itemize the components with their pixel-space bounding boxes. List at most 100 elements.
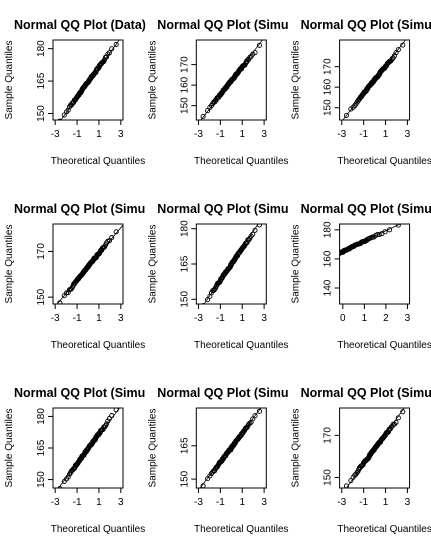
data-point [306, 265, 310, 269]
x-axis-label: Theoretical Quantiles [337, 524, 431, 535]
data-point [109, 235, 115, 241]
data-point [200, 483, 206, 488]
data-point [393, 419, 399, 425]
data-point [252, 50, 258, 56]
x-tick-label: -3 [51, 129, 60, 140]
y-tick-label: 140 [323, 279, 334, 296]
y-axis-label: Sample Quantiles [147, 41, 158, 120]
y-tick-label: 170 [179, 56, 190, 73]
qq-panel-7: Normal QQ Plot (Simulated) -3 -1 1 3 150 165 18… [4, 386, 179, 535]
y-tick-label: 180 [36, 408, 47, 425]
data-point [387, 227, 393, 233]
y-tick-label: 150 [323, 469, 334, 486]
data-point [348, 478, 354, 484]
data-point [113, 229, 119, 235]
data-point [315, 262, 319, 266]
qq-panel-3: Normal QQ Plot (Simulated) -3 -1 1 3 150 160 17… [291, 18, 431, 167]
data-point [252, 227, 258, 233]
qq-panel-4: Normal QQ Plot (Simulated) -3 -1 1 3 150 170 Th… [4, 202, 146, 351]
x-tick-label: -1 [216, 313, 225, 324]
x-tick-label: 1 [239, 497, 245, 508]
x-tick-label: 3 [405, 497, 411, 508]
qq-panel-8: Normal QQ Plot (Simulated) -3 -1 1 3 150 165 Th… [147, 386, 322, 535]
y-axis-label: Sample Quantiles [4, 41, 15, 120]
data-point [201, 303, 206, 304]
data-point [57, 486, 63, 488]
data-point [376, 231, 382, 237]
data-point [317, 261, 321, 265]
data-point [57, 300, 63, 304]
x-tick-label: 1 [362, 313, 368, 324]
data-point [302, 269, 306, 273]
data-point [395, 224, 401, 228]
x-tick-label: -1 [216, 497, 225, 508]
y-axis-label: Sample Quantiles [4, 225, 15, 304]
data-point [205, 297, 211, 303]
plot-frame [195, 407, 267, 489]
x-tick-label: -1 [359, 497, 368, 508]
data-point [200, 113, 206, 120]
y-tick-label: 170 [36, 243, 47, 260]
qq-panel-1: Normal QQ Plot (Data) -3 -1 1 3 150 165 180 Theo… [4, 18, 145, 167]
data-point [61, 112, 67, 118]
y-tick-label: 180 [323, 221, 334, 238]
data-point [113, 408, 119, 413]
chart-title: Normal QQ Plot (Simulated) [157, 18, 322, 32]
y-tick-label: 150 [36, 105, 47, 122]
y-tick-label: 180 [36, 40, 47, 57]
chart-title: Normal QQ Plot (Simulated) [14, 386, 179, 400]
y-axis-label: Sample Quantiles [147, 225, 158, 304]
y-tick-label: 165 [36, 72, 47, 89]
x-tick-label: 1 [96, 497, 102, 508]
y-tick-label: 180 [179, 220, 190, 237]
data-point [250, 231, 256, 237]
y-tick-label: 160 [179, 76, 190, 93]
data-point [310, 265, 314, 269]
chart-title: Normal QQ Plot (Simulated) [301, 18, 431, 32]
y-tick-label: 165 [179, 255, 190, 272]
data-point [314, 263, 318, 267]
y-tick-label: 150 [179, 97, 190, 114]
x-tick-label: -3 [194, 129, 203, 140]
data-point [65, 474, 71, 480]
chart-title: Normal QQ Plot (Simulated) [301, 202, 431, 216]
data-point [339, 254, 340, 256]
data-point [304, 268, 308, 272]
x-tick-label: -1 [216, 129, 225, 140]
chart-title: Normal QQ Plot (Simulated) [157, 386, 322, 400]
y-tick-label: 160 [323, 78, 334, 95]
x-axis-label: Theoretical Quantiles [194, 156, 289, 167]
data-point [252, 413, 258, 419]
data-point [285, 276, 289, 280]
data-point [109, 413, 115, 419]
x-tick-label: -1 [359, 129, 368, 140]
x-axis-label: Theoretical Quantiles [194, 524, 289, 535]
data-point [205, 108, 211, 114]
x-tick-label: 3 [261, 313, 267, 324]
y-tick-label: 165 [36, 439, 47, 456]
y-tick-label: 150 [179, 470, 190, 487]
x-axis-label: Theoretical Quantiles [337, 340, 431, 351]
y-tick-label: 150 [36, 471, 47, 488]
plot-frame [339, 39, 411, 121]
x-tick-label: 1 [383, 497, 389, 508]
x-tick-label: -3 [194, 497, 203, 508]
x-tick-label: 3 [118, 497, 124, 508]
y-tick-label: 150 [179, 291, 190, 308]
data-point [334, 253, 338, 257]
x-tick-label: -3 [194, 313, 203, 324]
data-point [256, 408, 263, 414]
data-point [106, 50, 112, 56]
qq-panel-5: Normal QQ Plot (Simulated) -3 -1 1 3 150 165 18… [147, 202, 288, 351]
data-point [311, 263, 315, 267]
x-tick-label: -1 [73, 313, 82, 324]
data-point [256, 224, 263, 228]
x-axis-label: Theoretical Quantiles [51, 340, 146, 351]
x-tick-label: 1 [383, 129, 389, 140]
data-point [374, 232, 380, 238]
y-axis-label: Sample Quantiles [147, 409, 158, 488]
x-tick-label: 3 [405, 313, 411, 324]
data-point [65, 289, 71, 296]
data-point [103, 421, 110, 427]
data-point [333, 253, 337, 257]
